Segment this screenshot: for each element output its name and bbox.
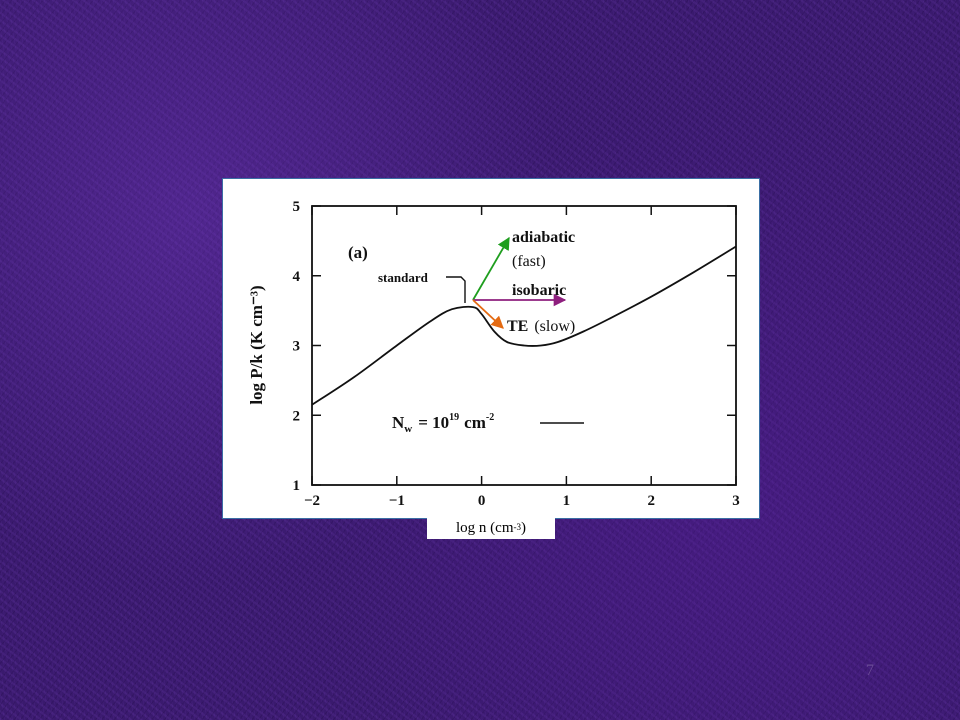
isobaric-label: isobaric bbox=[512, 282, 566, 299]
legend-unit-exponent: -2 bbox=[486, 412, 494, 423]
x-axis-label-exponent: -3 bbox=[513, 522, 522, 532]
fast-label: (fast) bbox=[512, 253, 546, 270]
legend-equation: = 10 bbox=[418, 413, 449, 432]
y-ticks: 1 2 3 4 5 bbox=[293, 199, 736, 494]
legend: Nw = 1019 cm-2 bbox=[392, 412, 584, 435]
y-tick-label: 5 bbox=[293, 199, 301, 215]
x-axis-label-close: ) bbox=[521, 520, 526, 536]
legend-subscript: w bbox=[404, 423, 412, 435]
x-tick-label: −2 bbox=[304, 493, 320, 509]
te-slow-label: TE (slow) bbox=[507, 318, 575, 335]
x-axis-label: log n (cm-3) bbox=[427, 517, 555, 539]
slow-label: (slow) bbox=[534, 318, 575, 335]
x-tick-label: 2 bbox=[647, 493, 655, 509]
page-number: 7 bbox=[866, 662, 874, 679]
panel-label: (a) bbox=[348, 243, 368, 262]
y-tick-label: 1 bbox=[293, 478, 301, 494]
adiabatic-label: adiabatic bbox=[512, 229, 575, 246]
series-line-standard bbox=[311, 245, 737, 406]
legend-exponent: 19 bbox=[449, 412, 459, 423]
y-tick-label: 3 bbox=[293, 339, 301, 355]
y-axis-label: log P/k (K cm⁻³) bbox=[247, 285, 266, 404]
y-tick-label: 2 bbox=[293, 408, 301, 424]
adiabatic-arrow bbox=[472, 236, 510, 301]
standard-leader-line bbox=[446, 276, 466, 303]
x-tick-label: 0 bbox=[478, 493, 486, 509]
x-tick-label: 3 bbox=[732, 493, 740, 509]
te-label: TE bbox=[507, 318, 528, 335]
te-arrow bbox=[472, 299, 504, 329]
x-tick-label: −1 bbox=[389, 493, 405, 509]
x-axis-label-text: log n (cm bbox=[456, 520, 514, 536]
x-ticks: −2 −1 0 1 2 3 bbox=[304, 206, 740, 509]
y-tick-label: 4 bbox=[293, 269, 301, 285]
x-tick-label: 1 bbox=[563, 493, 571, 509]
legend-unit: cm bbox=[464, 413, 486, 432]
standard-label: standard bbox=[378, 270, 429, 285]
legend-symbol: N bbox=[392, 413, 405, 432]
